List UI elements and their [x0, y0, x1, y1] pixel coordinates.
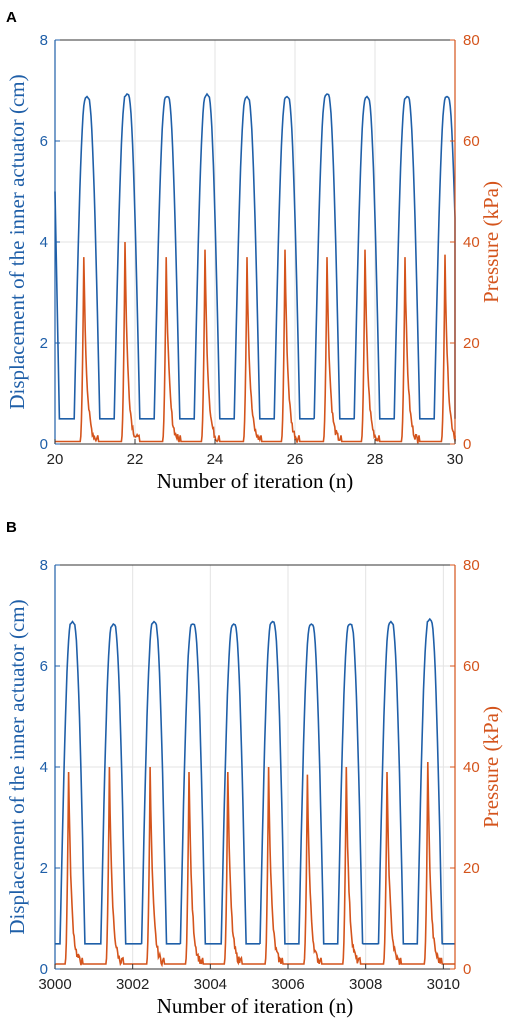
y-right-axis-label: Pressure (kPa) — [479, 706, 503, 828]
y-right-tick-label: 60 — [463, 658, 480, 675]
y-right-tick-label: 0 — [463, 436, 471, 453]
panel-label: B — [6, 519, 17, 536]
y-right-tick-label: 20 — [463, 335, 480, 352]
x-tick-label: 3006 — [271, 976, 304, 993]
x-tick-label: 22 — [127, 451, 144, 468]
y-right-tick-label: 60 — [463, 133, 480, 150]
y-left-tick-label: 2 — [40, 860, 48, 877]
y-left-tick-label: 8 — [40, 557, 48, 574]
y-left-tick-label: 6 — [40, 658, 48, 675]
series-pressure — [55, 241, 456, 444]
y-left-tick-label: 4 — [40, 759, 48, 776]
y-left-tick-label: 8 — [40, 32, 48, 49]
x-axis-label: Number of iteration (n) — [157, 994, 354, 1018]
x-tick-label: 3008 — [349, 976, 382, 993]
x-tick-label: 26 — [287, 451, 304, 468]
series-displacement — [54, 92, 456, 420]
x-tick-label: 30 — [447, 451, 464, 468]
chart-panel-b — [54, 564, 456, 970]
series-displacement — [55, 617, 455, 945]
x-tick-label: 3002 — [116, 976, 149, 993]
y-left-tick-label: 4 — [40, 234, 48, 251]
y-right-axis-label: Pressure (kPa) — [479, 181, 503, 303]
y-right-tick-label: 80 — [463, 32, 480, 49]
y-right-tick-label: 40 — [463, 234, 480, 251]
y-left-axis-label: Displacement of the inner actuator (cm) — [5, 74, 29, 409]
y-right-tick-label: 20 — [463, 860, 480, 877]
y-left-tick-label: 6 — [40, 133, 48, 150]
panel-label: A — [6, 9, 17, 26]
y-right-tick-label: 40 — [463, 759, 480, 776]
y-left-tick-label: 0 — [40, 436, 48, 453]
y-left-tick-label: 2 — [40, 335, 48, 352]
x-tick-label: 3004 — [194, 976, 227, 993]
series-pressure — [55, 761, 455, 968]
y-left-axis-label: Displacement of the inner actuator (cm) — [5, 599, 29, 934]
x-tick-label: 24 — [207, 451, 224, 468]
x-tick-label: 3000 — [38, 976, 71, 993]
x-tick-label: 20 — [47, 451, 64, 468]
x-tick-label: 3010 — [427, 976, 460, 993]
y-right-tick-label: 80 — [463, 557, 480, 574]
y-right-tick-label: 0 — [463, 961, 471, 978]
y-left-tick-label: 0 — [40, 961, 48, 978]
x-tick-label: 28 — [367, 451, 384, 468]
chart-panel-a — [54, 39, 456, 445]
x-axis-label: Number of iteration (n) — [157, 469, 354, 493]
